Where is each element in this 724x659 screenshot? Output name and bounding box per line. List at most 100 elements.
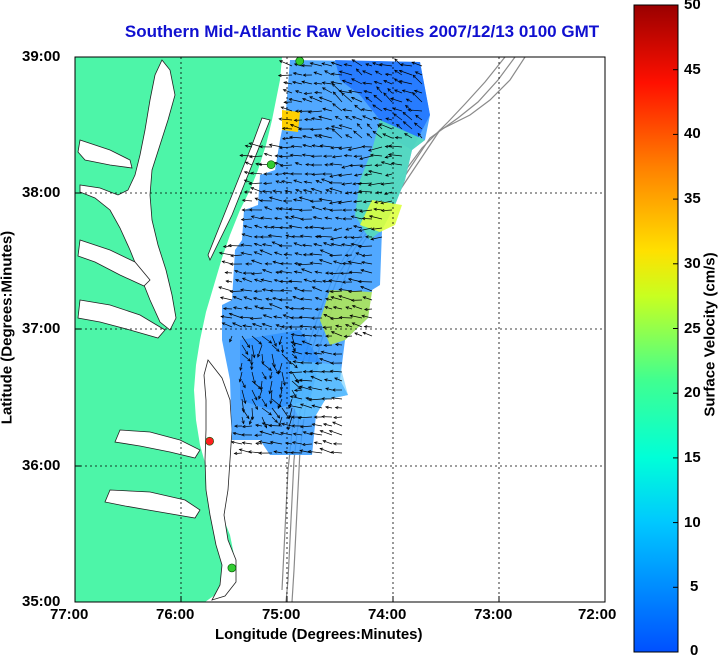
velocity-arrowhead — [254, 305, 258, 309]
velocity-arrow — [271, 407, 280, 419]
map-title: Southern Mid-Atlantic Raw Velocities 200… — [124, 22, 600, 41]
velocity-arrowhead — [338, 146, 343, 151]
velocity-arrowhead — [251, 323, 256, 327]
velocity-arrowhead — [298, 315, 303, 319]
velocity-arrow — [251, 344, 255, 358]
velocity-arrow — [373, 94, 383, 103]
velocity-arrowhead — [384, 145, 389, 149]
velocity-arrow — [251, 380, 262, 390]
velocity-arrow — [366, 133, 373, 139]
velocity-arrowhead — [259, 235, 264, 239]
velocity-arrowhead — [248, 421, 252, 425]
velocity-arrow — [301, 307, 313, 310]
velocity-arrow — [297, 263, 313, 266]
velocity-arrow — [331, 62, 343, 67]
velocity-arrowhead — [278, 341, 282, 346]
velocity-arrow — [244, 307, 253, 310]
velocity-arrow — [301, 81, 313, 85]
velocity-arrow — [348, 146, 363, 151]
velocity-arrowhead — [372, 116, 377, 120]
velocity-arrowhead — [362, 296, 367, 300]
velocity-arrow — [285, 216, 293, 220]
velocity-arrowhead — [325, 405, 329, 409]
velocity-arrowhead — [257, 353, 261, 358]
velocity-arrowhead — [281, 136, 286, 141]
velocity-arrow — [412, 74, 423, 85]
velocity-arrowhead — [291, 424, 295, 428]
velocity-arrowhead — [279, 394, 283, 399]
velocity-arrowhead — [314, 270, 319, 274]
velocity-arrowhead — [370, 237, 375, 241]
velocity-arrowhead — [354, 332, 358, 336]
velocity-arrowhead — [321, 172, 326, 176]
velocity-arrow — [301, 334, 313, 337]
velocity-arrowhead — [310, 187, 315, 191]
velocity-arrowhead — [325, 387, 329, 391]
velocity-arrowhead — [321, 415, 325, 419]
velocity-arrowhead — [350, 242, 355, 246]
velocity-arrow — [359, 227, 373, 232]
velocity-arrowhead — [233, 451, 238, 456]
velocity-arrow — [319, 96, 333, 103]
velocity-arrowhead — [413, 122, 418, 126]
velocity-arrow — [270, 389, 273, 404]
velocity-arrow — [262, 323, 273, 328]
velocity-arrow — [301, 268, 313, 274]
velocity-arrowhead — [299, 425, 304, 429]
x-tick-label: 75:00 — [262, 606, 301, 623]
velocity-arrow — [351, 96, 363, 103]
velocity-arrowhead — [322, 279, 326, 283]
velocity-arrowhead — [240, 251, 245, 255]
velocity-arrowhead — [259, 199, 263, 203]
velocity-arrowhead — [394, 58, 398, 62]
velocity-arrow — [278, 74, 293, 76]
velocity-arrowhead — [277, 73, 282, 78]
velocity-arrowhead — [350, 78, 355, 82]
velocity-arrow — [359, 209, 373, 212]
velocity-arrowhead — [309, 199, 314, 203]
velocity-arrow — [362, 70, 373, 76]
velocity-arrow — [233, 432, 243, 436]
velocity-arrowhead — [301, 80, 306, 84]
velocity-arrow — [312, 280, 323, 283]
velocity-arrowhead — [283, 81, 287, 85]
velocity-arrowhead — [351, 115, 356, 119]
velocity-arrow — [264, 226, 273, 229]
velocity-arrowhead — [359, 164, 364, 168]
velocity-arrow — [310, 226, 323, 229]
velocity-arrowhead — [254, 406, 258, 411]
velocity-arrowhead — [360, 269, 365, 273]
velocity-arrowhead — [279, 163, 284, 168]
velocity-arrowhead — [380, 208, 385, 213]
velocity-arrowhead — [304, 172, 309, 176]
velocity-arrowhead — [262, 181, 267, 186]
velocity-arrowhead — [352, 182, 356, 186]
velocity-arrow — [279, 146, 293, 149]
velocity-arrow — [298, 416, 313, 419]
velocity-arrowhead — [238, 448, 243, 452]
velocity-arrowhead — [313, 415, 318, 419]
velocity-arrow — [363, 200, 373, 203]
velocity-arrow — [315, 271, 323, 274]
velocity-arrowhead — [333, 228, 338, 232]
velocity-arrowhead — [299, 449, 303, 453]
velocity-arrowhead — [309, 96, 313, 100]
velocity-arrowhead — [270, 225, 275, 229]
velocity-arrow — [249, 182, 263, 185]
velocity-arrowhead — [248, 181, 252, 186]
velocity-arrowhead — [361, 260, 365, 265]
velocity-arrowhead — [331, 155, 336, 159]
velocity-arrow — [289, 136, 303, 139]
velocity-arrowhead — [322, 207, 326, 211]
velocity-arrowhead — [241, 441, 246, 445]
velocity-arrow — [341, 244, 353, 247]
velocity-arrowhead — [393, 89, 398, 93]
velocity-arrow — [281, 423, 293, 427]
velocity-arrowhead — [268, 367, 272, 371]
velocity-arrowhead — [229, 338, 233, 343]
velocity-arrowhead — [330, 72, 335, 76]
velocity-arrow — [310, 375, 323, 382]
velocity-arrowhead — [332, 91, 337, 95]
velocity-arrow — [295, 90, 303, 94]
velocity-arrowhead — [242, 324, 246, 328]
